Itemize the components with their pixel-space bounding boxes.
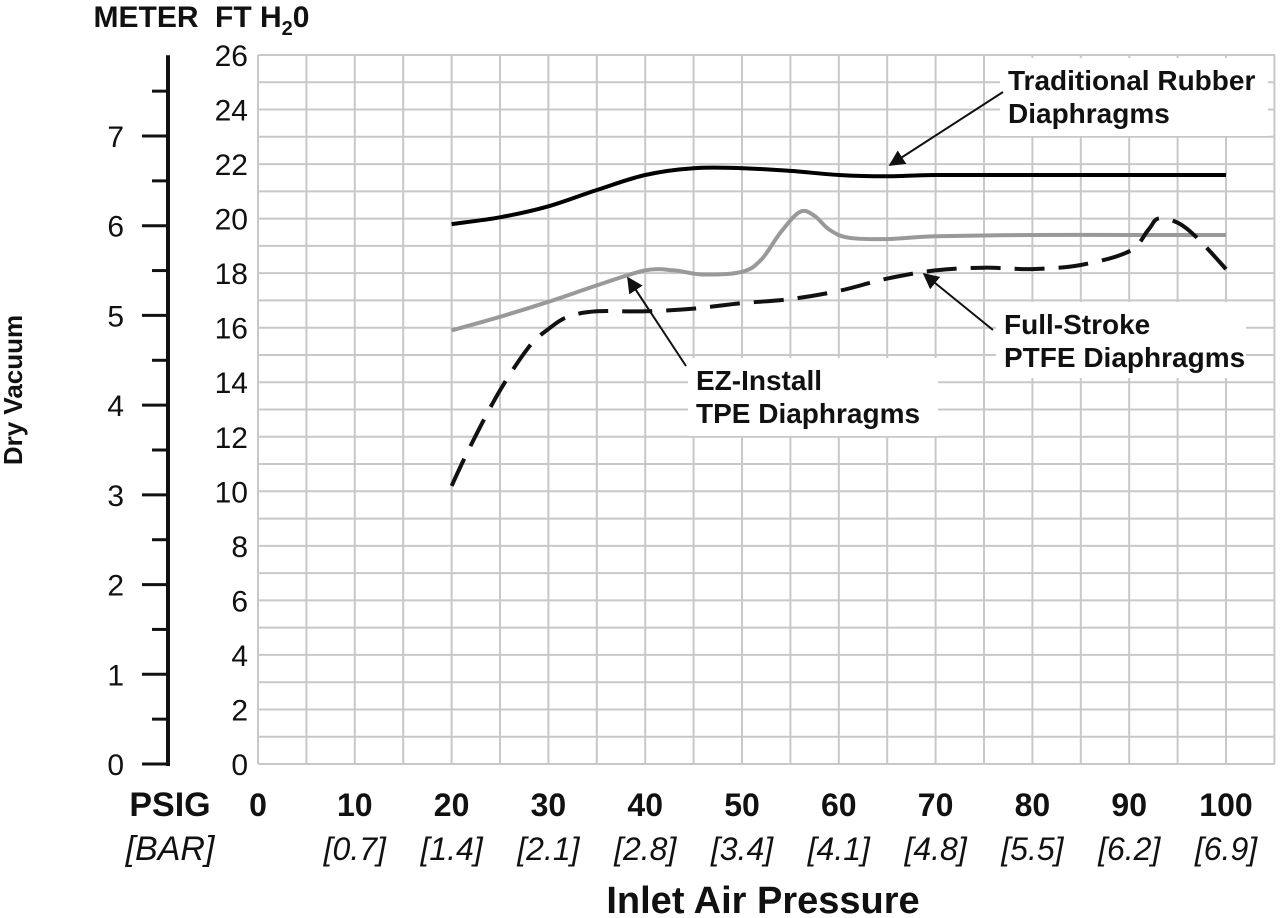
- y-axis-title: Dry Vacuum: [0, 315, 28, 465]
- ft-unit-pre: FT H: [215, 1, 282, 34]
- psig-tick-label: 30: [531, 787, 567, 823]
- psig-unit-label: PSIG: [129, 786, 210, 824]
- psig-tick-label: 80: [1015, 787, 1051, 823]
- series-label-traditional-rubber: Diaphragms: [1008, 98, 1170, 129]
- ft-tick-label: 20: [215, 204, 248, 237]
- bar-tick-label: [2.8]: [613, 831, 677, 867]
- callout-arrow-traditional-rubber: [888, 91, 1004, 166]
- ft-tick-label: 18: [215, 258, 248, 291]
- ft-unit-sub: 2: [282, 18, 293, 40]
- meter-axis: 0 1 2 3 4 5 6 7: [107, 55, 170, 782]
- meter-unit-label: METER: [94, 1, 199, 34]
- series-label-traditional-rubber: Traditional Rubber: [1008, 65, 1255, 96]
- meter-tick-label: 0: [107, 749, 124, 782]
- meter-tick-label: 2: [107, 570, 124, 603]
- series-label-ez-install-tpe: TPE Diaphragms: [696, 398, 920, 429]
- bar-tick-label: [4.8]: [903, 831, 967, 867]
- meter-tick-label: 3: [107, 480, 124, 513]
- bar-tick-label: [5.5]: [1000, 831, 1064, 867]
- ft-unit-post: 0: [293, 1, 310, 34]
- x-axis-title: Inlet Air Pressure: [606, 880, 919, 918]
- ft-tick-label: 4: [231, 640, 248, 673]
- bar-tick-label: [4.1]: [807, 831, 871, 867]
- meter-tick-label: 5: [107, 300, 124, 333]
- series-line-traditional-rubber: [451, 165, 1226, 227]
- bar-tick-label: [1.4]: [419, 831, 483, 867]
- bar-tick-label: [3.4]: [710, 831, 774, 867]
- ft-tick-label: 10: [215, 476, 248, 509]
- series-layer: [449, 165, 1228, 487]
- psig-tick-label: 10: [337, 787, 373, 823]
- psig-tick-label: 70: [918, 787, 954, 823]
- psig-tick-label: 20: [434, 787, 470, 823]
- series-line-full-stroke-ptfe: [449, 216, 1228, 487]
- meter-tick-label: 6: [107, 211, 124, 244]
- psig-tick-label: 50: [724, 787, 760, 823]
- ft-tick-label: 14: [215, 367, 248, 400]
- bar-tick-label: [6.9]: [1194, 831, 1258, 867]
- bar-unit-label: [BAR]: [125, 830, 216, 868]
- ft-tick-label: 22: [215, 149, 248, 182]
- ft-tick-label: 24: [215, 95, 248, 128]
- psig-tick-label: 60: [821, 787, 857, 823]
- bar-tick-label: [2.1]: [516, 831, 580, 867]
- x-axis: 0 10 [0.7] 20 [1.4] 30 [2.1] 40 [2.8] 50 [3.4] 60 [4…: [249, 787, 1258, 867]
- series-label-full-stroke-ptfe: Full-Stroke: [1004, 309, 1150, 340]
- callout-bg-traditional-rubber: [1000, 58, 1268, 136]
- meter-tick-label: 4: [107, 390, 124, 423]
- meter-tick-label: 7: [107, 121, 124, 154]
- bar-tick-label: [6.2]: [1097, 831, 1161, 867]
- series-label-ez-install-tpe: EZ-Install: [696, 365, 822, 396]
- ft-tick-label: 2: [231, 694, 248, 727]
- ft-tick-label: 0: [231, 749, 248, 782]
- ft-tick-label: 16: [215, 313, 248, 346]
- bar-tick-label: [0.7]: [323, 831, 387, 867]
- callout-arrow-ez-install-tpe: [627, 276, 687, 367]
- ft-tick-label: 12: [215, 422, 248, 455]
- psig-tick-label: 90: [1111, 787, 1147, 823]
- series-line-ez-install-tpe: [451, 208, 1226, 333]
- series-label-full-stroke-ptfe: PTFE Diaphragms: [1004, 342, 1245, 373]
- ft-tick-label: 6: [231, 585, 248, 618]
- psig-tick-label: 0: [249, 787, 267, 823]
- psig-tick-label: 40: [627, 787, 663, 823]
- psig-tick-label: 100: [1199, 787, 1252, 823]
- ft-unit-label: FT H20: [215, 1, 309, 40]
- ft-tick-label: 8: [231, 531, 248, 564]
- ft-tick-label: 26: [215, 40, 248, 73]
- callout-bg-ez-install-tpe: [688, 358, 938, 436]
- callout-arrow-full-stroke-ptfe: [922, 272, 994, 331]
- callout-bg-full-stroke-ptfe: [996, 302, 1246, 378]
- meter-tick-label: 1: [107, 659, 124, 692]
